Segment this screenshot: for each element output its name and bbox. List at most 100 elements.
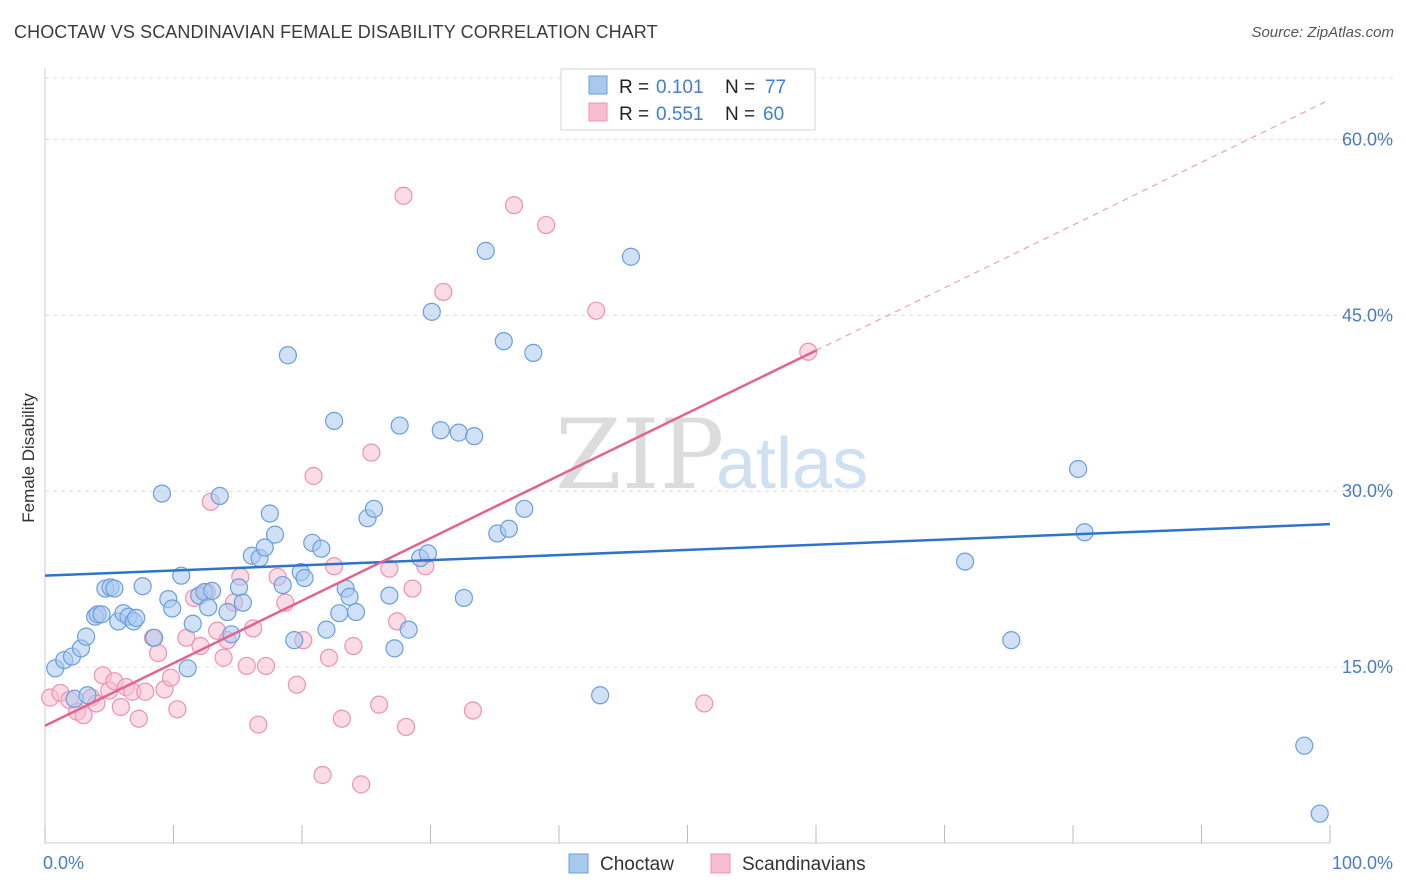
chart-title: CHOCTAW VS SCANDINAVIAN FEMALE DISABILIT… xyxy=(14,22,658,42)
scandinavians-point-44 xyxy=(352,775,371,794)
choctaw-point-47 xyxy=(317,620,336,639)
choctaw-n-value: 77 xyxy=(765,77,786,98)
choctaw-r-value: 0.101 xyxy=(656,77,704,98)
chart-source: Source: ZipAtlas.com xyxy=(1251,24,1394,41)
choctaw-point-42 xyxy=(285,631,304,650)
scandinavians-trendline-extension xyxy=(815,99,1331,352)
choctaw-point-76 xyxy=(1069,459,1088,479)
scandinavians-r-value: 0.551 xyxy=(656,104,704,125)
choctaw-n-label: N = xyxy=(725,77,755,98)
choctaw-point-39 xyxy=(265,525,285,544)
choctaw-point-73 xyxy=(621,247,641,266)
scandinavians-point-38 xyxy=(304,466,323,486)
choctaw-point-65 xyxy=(465,427,484,446)
choctaw-point-29 xyxy=(202,581,222,601)
choctaw-point-55 xyxy=(380,586,399,605)
choctaw-point-34 xyxy=(233,593,252,612)
choctaw-point-77 xyxy=(1075,523,1094,542)
choctaw-point-60 xyxy=(418,544,438,563)
choctaw-point-66 xyxy=(476,241,495,260)
choctaw-point-63 xyxy=(449,423,468,442)
scandinavians-point-30 xyxy=(237,656,256,676)
scandinavians-point-53 xyxy=(434,282,453,302)
choctaw-point-30 xyxy=(210,486,229,506)
choctaw-point-78 xyxy=(1295,736,1314,755)
scandinavians-trendline xyxy=(44,349,817,727)
scandinavians-point-18 xyxy=(161,668,181,687)
choctaw-point-64 xyxy=(454,588,474,608)
choctaw-points xyxy=(46,241,1329,823)
choctaw-point-19 xyxy=(145,628,164,647)
trendlines xyxy=(44,99,1331,727)
choctaw-point-61 xyxy=(422,302,441,321)
choctaw-point-17 xyxy=(127,608,146,627)
scandinavians-series-swatch xyxy=(710,853,731,874)
choctaw-point-69 xyxy=(499,519,518,538)
choctaw-point-5 xyxy=(77,627,96,646)
choctaw-point-20 xyxy=(152,484,172,503)
scandinavians-point-33 xyxy=(256,656,276,676)
scandinavians-point-39 xyxy=(313,765,332,785)
choctaw-point-51 xyxy=(340,587,359,606)
choctaw-point-52 xyxy=(346,602,366,622)
x-tick-label-max: 100.0% xyxy=(1332,853,1393,873)
choctaw-point-28 xyxy=(199,598,218,617)
scandinavians-point-19 xyxy=(168,700,187,719)
scandinavians-point-43 xyxy=(344,636,363,656)
scandinavians-point-10 xyxy=(111,697,130,717)
y-axis-title: Female Disability xyxy=(19,393,38,523)
choctaw-point-46 xyxy=(312,539,331,558)
choctaw-point-33 xyxy=(229,578,249,597)
y-tick-label-15: 15.0% xyxy=(1342,657,1393,677)
choctaw-point-74 xyxy=(955,552,975,571)
choctaw-point-57 xyxy=(390,416,409,435)
choctaw-series-label: Choctaw xyxy=(600,854,674,875)
choctaw-point-38 xyxy=(260,504,279,523)
y-tick-label-45: 45.0% xyxy=(1342,305,1393,325)
scandinavians-point-51 xyxy=(403,579,422,598)
choctaw-trendline xyxy=(44,522,1331,577)
choctaw-point-54 xyxy=(364,499,384,518)
y-tick-label-30: 30.0% xyxy=(1342,481,1393,501)
choctaw-point-18 xyxy=(133,577,152,596)
scandinavians-n-value: 60 xyxy=(763,104,784,125)
choctaw-point-68 xyxy=(494,332,513,351)
choctaw-point-44 xyxy=(295,568,314,588)
scandinavians-point-54 xyxy=(463,701,483,720)
scandinavians-point-57 xyxy=(587,301,606,320)
scandinavians-point-36 xyxy=(287,675,306,694)
choctaw-point-40 xyxy=(273,575,292,595)
stats-legend: R = 0.101 N = 77 R = 0.551 N = 60 xyxy=(560,68,816,131)
scandinavians-point-58 xyxy=(695,694,714,713)
choctaw-point-9 xyxy=(92,605,111,624)
choctaw-point-70 xyxy=(515,499,534,518)
choctaw-point-49 xyxy=(330,604,349,623)
choctaw-point-31 xyxy=(218,602,237,622)
series-legend: Choctaw Scandinavians xyxy=(568,853,866,875)
scandinavians-point-13 xyxy=(129,709,148,728)
scandinavians-point-49 xyxy=(394,186,413,205)
choctaw-point-25 xyxy=(183,614,202,633)
y-axis-title-group: Female Disability xyxy=(19,393,38,523)
scandinavians-point-16 xyxy=(148,643,168,663)
choctaw-series-swatch xyxy=(568,853,589,874)
scandinavians-point-50 xyxy=(396,717,416,737)
scandinavians-point-56 xyxy=(537,215,556,235)
scandinavians-point-46 xyxy=(370,695,389,714)
choctaw-point-22 xyxy=(163,599,182,618)
scandinavians-point-14 xyxy=(136,682,155,701)
choctaw-point-71 xyxy=(524,343,543,362)
choctaw-point-37 xyxy=(255,538,274,557)
scandinavians-point-42 xyxy=(332,709,351,728)
choctaw-point-72 xyxy=(591,686,610,705)
choctaw-point-58 xyxy=(399,620,418,639)
x-tick-label-min: 0.0% xyxy=(43,853,84,873)
choctaw-r-label: R = xyxy=(619,77,649,98)
choctaw-point-62 xyxy=(431,421,450,440)
choctaw-point-12 xyxy=(105,579,124,598)
scandinavians-point-47 xyxy=(380,559,399,578)
scandinavians-legend-swatch xyxy=(588,102,608,122)
scandinavians-n-label: N = xyxy=(725,104,755,125)
choctaw-point-41 xyxy=(278,346,297,365)
